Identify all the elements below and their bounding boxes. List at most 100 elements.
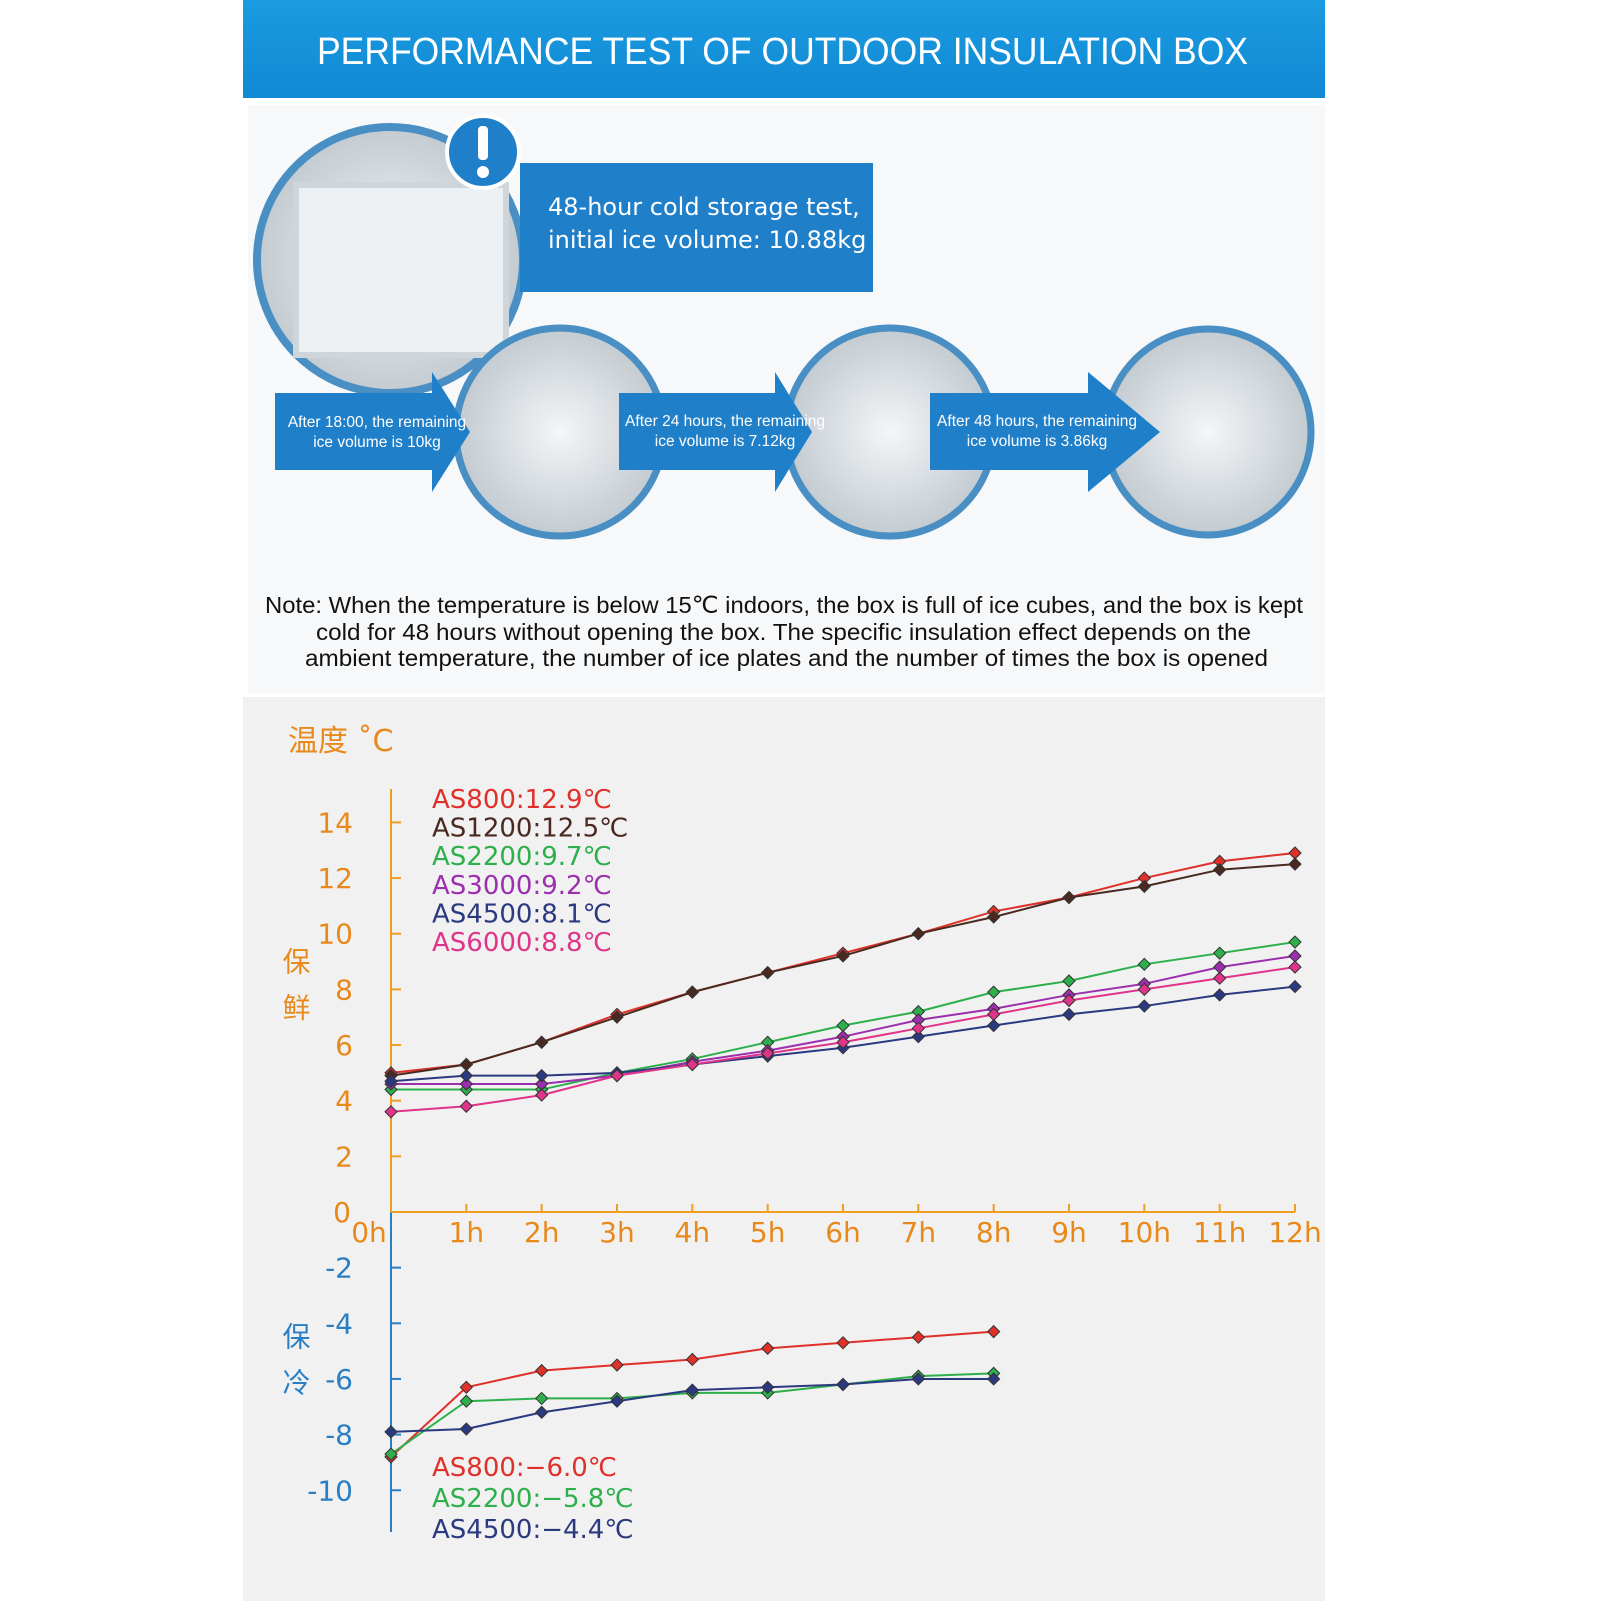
cold-label: 保冷 bbox=[279, 1322, 312, 1414]
y-tick-label: 10 bbox=[317, 918, 353, 951]
data-point bbox=[1212, 971, 1227, 985]
step-text: After 18:00, the remaining bbox=[288, 414, 466, 431]
data-point bbox=[911, 1021, 926, 1036]
y-axis-label: 温度 ˚C bbox=[288, 724, 393, 759]
data-point bbox=[459, 1422, 474, 1436]
data-point bbox=[685, 1383, 700, 1397]
data-point bbox=[384, 1425, 398, 1439]
data-point bbox=[986, 1324, 1001, 1339]
y-tick-label: 14 bbox=[317, 806, 353, 839]
chart-area bbox=[243, 697, 1325, 1601]
step-text: ice volume is 10kg bbox=[313, 434, 441, 451]
data-point bbox=[534, 1068, 549, 1083]
ice-box bbox=[293, 182, 509, 358]
data-point bbox=[911, 926, 926, 941]
data-point bbox=[459, 1077, 474, 1091]
legend-entry: AS800:−6.0℃ bbox=[432, 1453, 617, 1483]
x-tick-label: 3h bbox=[599, 1216, 635, 1249]
data-point bbox=[534, 1405, 549, 1420]
data-point bbox=[1137, 879, 1152, 894]
step-text: ice volume is 7.12kg bbox=[655, 433, 795, 450]
y-tick-label: -2 bbox=[325, 1252, 353, 1285]
arrow bbox=[619, 372, 812, 492]
note-line: ambient temperature, the number of ice p… bbox=[305, 645, 1268, 671]
data-point bbox=[760, 1341, 775, 1356]
data-point bbox=[986, 910, 1001, 924]
step-text: ice volume is 3.86kg bbox=[967, 433, 1107, 450]
data-point bbox=[836, 1035, 850, 1049]
legend-entry: AS1200:12.5℃ bbox=[432, 814, 628, 844]
info-box bbox=[520, 163, 873, 292]
data-point bbox=[685, 1352, 700, 1367]
alert-dot bbox=[477, 166, 489, 178]
data-point bbox=[384, 1447, 398, 1461]
data-point bbox=[459, 1380, 474, 1395]
y-tick-label: -6 bbox=[325, 1363, 353, 1396]
arrow bbox=[275, 372, 470, 492]
y-tick-label: 4 bbox=[335, 1085, 353, 1118]
x-tick-label: 10h bbox=[1118, 1216, 1171, 1249]
legend-entry: AS2200:9.7℃ bbox=[432, 842, 612, 872]
data-point bbox=[1288, 935, 1302, 949]
data-point bbox=[1288, 960, 1302, 974]
data-point bbox=[760, 1380, 775, 1395]
note-line: Note: When the temperature is below 15℃ … bbox=[265, 592, 1304, 618]
x-tick-label: 9h bbox=[1051, 1216, 1087, 1249]
data-point bbox=[760, 965, 775, 980]
legend-entry: AS2200:−5.8℃ bbox=[432, 1484, 634, 1514]
x-tick-label: 7h bbox=[901, 1216, 937, 1249]
x-tick-label: 5h bbox=[750, 1216, 786, 1249]
data-point bbox=[1288, 979, 1302, 994]
x-tick-label: 8h bbox=[976, 1216, 1012, 1249]
legend-entry: AS4500:8.1℃ bbox=[432, 899, 612, 929]
data-point bbox=[760, 1046, 775, 1061]
header-band bbox=[243, 0, 1325, 98]
data-point bbox=[836, 1377, 850, 1392]
y-tick-label: 8 bbox=[335, 973, 353, 1006]
x-tick-label: 2h bbox=[524, 1216, 560, 1249]
x-tick-label: 11h bbox=[1193, 1216, 1246, 1249]
y-tick-label: -8 bbox=[325, 1419, 353, 1452]
data-point bbox=[384, 1074, 398, 1088]
x-tick-label: 12h bbox=[1268, 1216, 1321, 1249]
data-point bbox=[986, 1007, 1001, 1022]
data-point bbox=[836, 1336, 850, 1350]
data-point bbox=[1137, 999, 1152, 1013]
data-point bbox=[911, 1330, 926, 1344]
data-point bbox=[911, 1372, 926, 1386]
header-title: PERFORMANCE TEST OF OUTDOOR INSULATION B… bbox=[317, 31, 1248, 73]
data-point bbox=[534, 1035, 549, 1049]
data-point bbox=[610, 1394, 624, 1408]
step-text: After 48 hours, the remaining bbox=[937, 413, 1137, 430]
data-point bbox=[911, 1029, 926, 1044]
data-point bbox=[685, 1057, 700, 1072]
y-tick-label: 6 bbox=[335, 1029, 353, 1062]
x-tick-label: 1h bbox=[449, 1216, 485, 1249]
data-point bbox=[1062, 993, 1076, 1008]
data-point bbox=[836, 949, 850, 963]
info-line: initial ice volume: 10.88kg bbox=[548, 226, 866, 254]
data-point bbox=[1212, 988, 1227, 1002]
note-line: cold for 48 hours without opening the bo… bbox=[316, 619, 1251, 645]
alert-mark bbox=[478, 126, 488, 160]
x-tick-label: 6h bbox=[825, 1216, 861, 1249]
data-point bbox=[459, 1394, 474, 1408]
data-point bbox=[1288, 857, 1302, 871]
data-point bbox=[986, 985, 1001, 999]
data-point bbox=[534, 1088, 549, 1102]
data-point bbox=[1062, 1007, 1076, 1022]
data-point bbox=[1137, 982, 1152, 997]
data-point bbox=[1212, 946, 1227, 960]
data-point bbox=[1212, 862, 1227, 877]
data-point bbox=[1137, 957, 1152, 972]
arrow bbox=[930, 372, 1160, 492]
data-point bbox=[986, 1018, 1001, 1033]
data-point bbox=[459, 1099, 474, 1113]
data-point bbox=[986, 1372, 1001, 1386]
data-point bbox=[610, 1068, 624, 1083]
x-tick-label: 0h bbox=[351, 1216, 387, 1249]
data-point bbox=[384, 1105, 398, 1119]
data-point bbox=[534, 1363, 549, 1378]
legend-entry: AS4500:−4.4℃ bbox=[432, 1515, 634, 1545]
